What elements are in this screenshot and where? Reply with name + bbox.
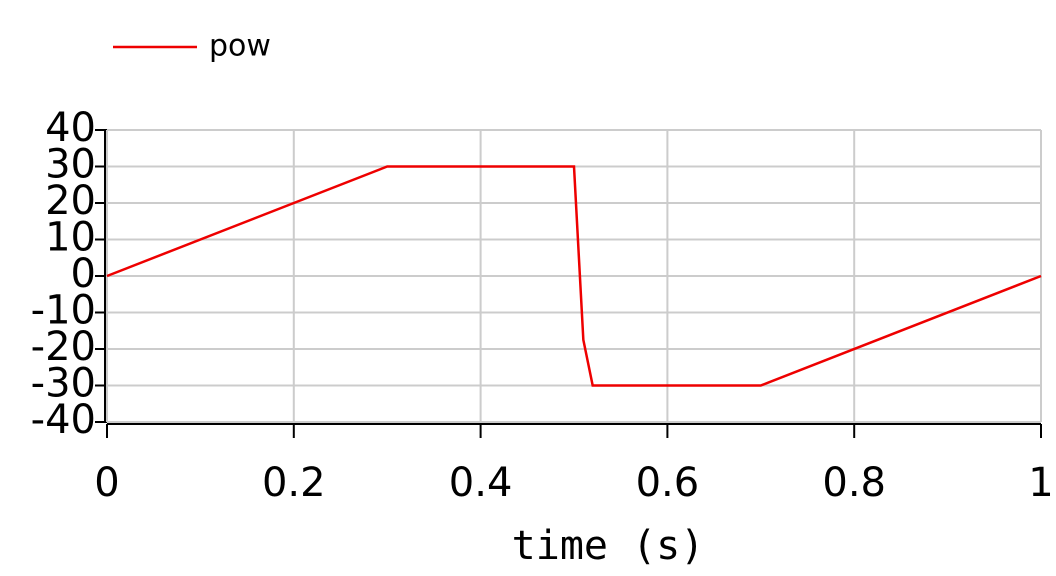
legend-label: pow bbox=[209, 29, 271, 64]
y-tick-label: -10 bbox=[31, 288, 96, 334]
x-axis-label: time (s) bbox=[512, 523, 705, 569]
y-tick-label: 10 bbox=[45, 215, 96, 261]
y-tick-label: -30 bbox=[31, 361, 96, 407]
y-tick-label: -40 bbox=[31, 397, 96, 443]
y-tick-label: -20 bbox=[31, 324, 96, 370]
y-tick-label: 20 bbox=[45, 178, 96, 224]
x-tick-label: 1 bbox=[1028, 460, 1053, 506]
y-tick-label: 0 bbox=[71, 251, 96, 297]
x-tick-label: 0 bbox=[94, 460, 119, 506]
y-tick-label: 30 bbox=[45, 142, 96, 188]
y-tick-label: 40 bbox=[45, 105, 96, 151]
x-tick-label: 0.4 bbox=[449, 460, 513, 506]
x-tick-label: 0.2 bbox=[262, 460, 326, 506]
x-tick-label: 0.6 bbox=[636, 460, 700, 506]
data-line bbox=[106, 165, 1042, 387]
x-tick-label: 0.8 bbox=[822, 460, 886, 506]
